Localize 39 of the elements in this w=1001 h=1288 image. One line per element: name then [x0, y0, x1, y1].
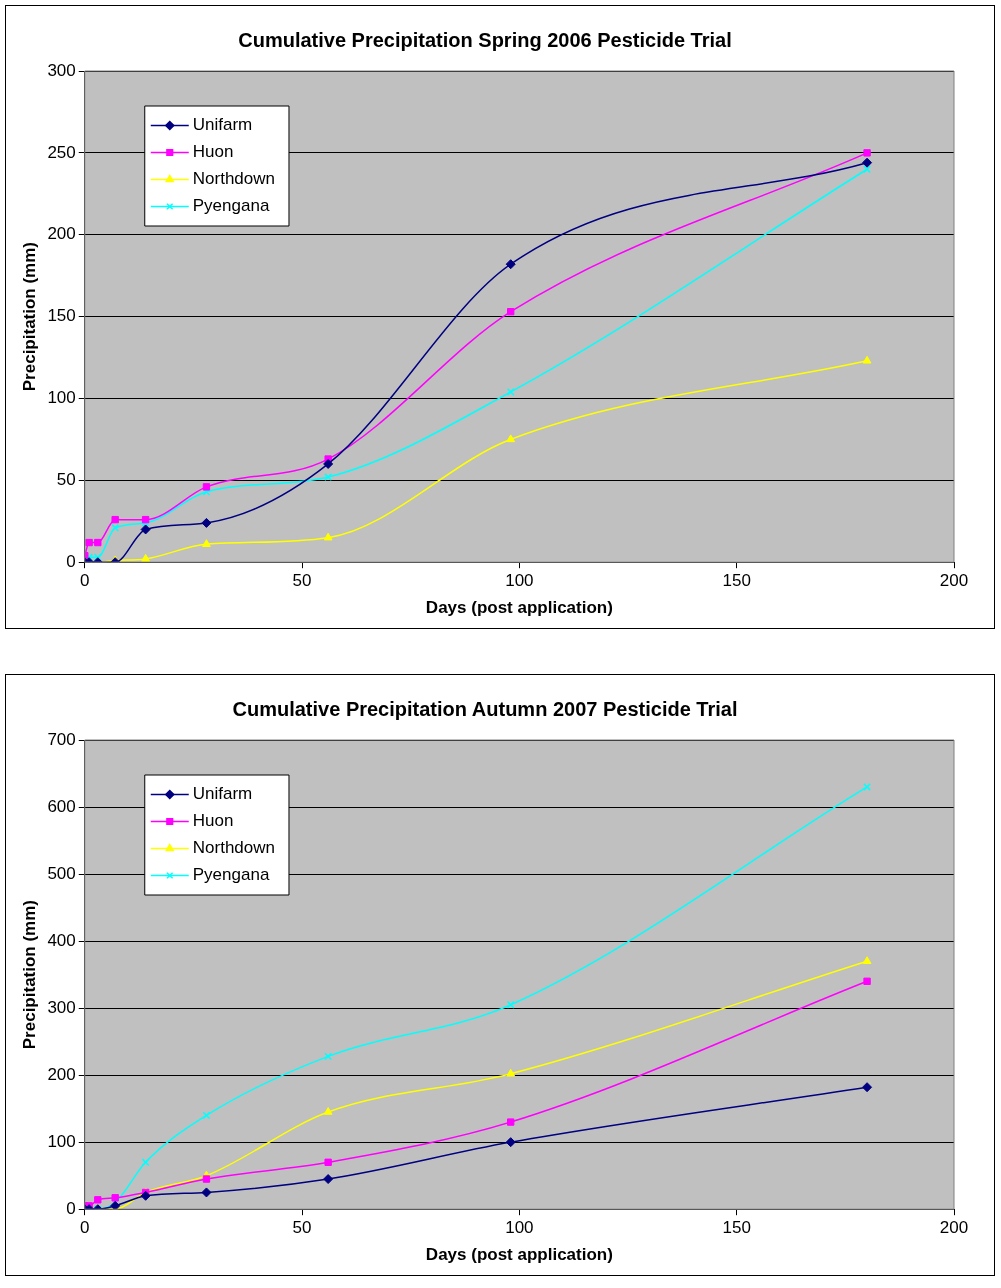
x-axis-title: Days (post application): [425, 1245, 613, 1265]
y-tick-label: 50: [56, 470, 76, 490]
y-tick-label: 100: [47, 1131, 76, 1151]
x-tick-label: 150: [722, 1218, 751, 1238]
y-tick-label: 200: [47, 1064, 76, 1084]
y-axis-title: Precipitation (mm): [19, 241, 39, 392]
y-tick-label: 600: [47, 796, 76, 816]
x-tick-label: 100: [505, 1218, 534, 1238]
y-tick-label: 300: [47, 997, 76, 1017]
y-tick-label: 500: [47, 863, 76, 883]
y-tick-label: 0: [66, 551, 76, 571]
y-tick-label: 200: [47, 224, 76, 244]
legend-label: Unifarm: [192, 115, 253, 135]
x-tick-label: 150: [722, 571, 751, 591]
legend-label: Unifarm: [192, 784, 253, 804]
x-tick-label: 200: [939, 1218, 969, 1238]
x-axis-title: Days (post application): [425, 598, 613, 618]
legend-label: Pyengana: [192, 196, 270, 216]
y-tick-label: 250: [47, 142, 76, 162]
x-tick-label: 100: [505, 571, 534, 591]
x-tick-label: 50: [292, 1218, 312, 1238]
y-tick-label: 0: [66, 1198, 76, 1218]
y-tick-label: 150: [47, 306, 76, 326]
legend-label: Northdown: [192, 838, 275, 858]
y-tick-label: 100: [47, 388, 76, 408]
chart-title: Cumulative Precipitation Autumn 2007 Pesticide Trial: [232, 697, 738, 720]
legend-label: Huon: [192, 142, 234, 162]
x-tick-label: 0: [80, 571, 90, 591]
y-tick-label: 300: [47, 60, 76, 80]
x-tick-label: 200: [939, 571, 969, 591]
x-tick-label: 0: [80, 1218, 90, 1238]
x-tick-label: 50: [292, 571, 312, 591]
y-tick-label: 400: [47, 930, 76, 950]
legend-label: Pyengana: [192, 865, 270, 885]
y-axis-title: Precipitation (mm): [19, 899, 39, 1050]
legend-label: Northdown: [192, 169, 275, 189]
y-tick-label: 700: [47, 729, 76, 749]
chart-title: Cumulative Precipitation Spring 2006 Pesticide Trial: [238, 28, 732, 51]
legend-label: Huon: [192, 811, 234, 831]
